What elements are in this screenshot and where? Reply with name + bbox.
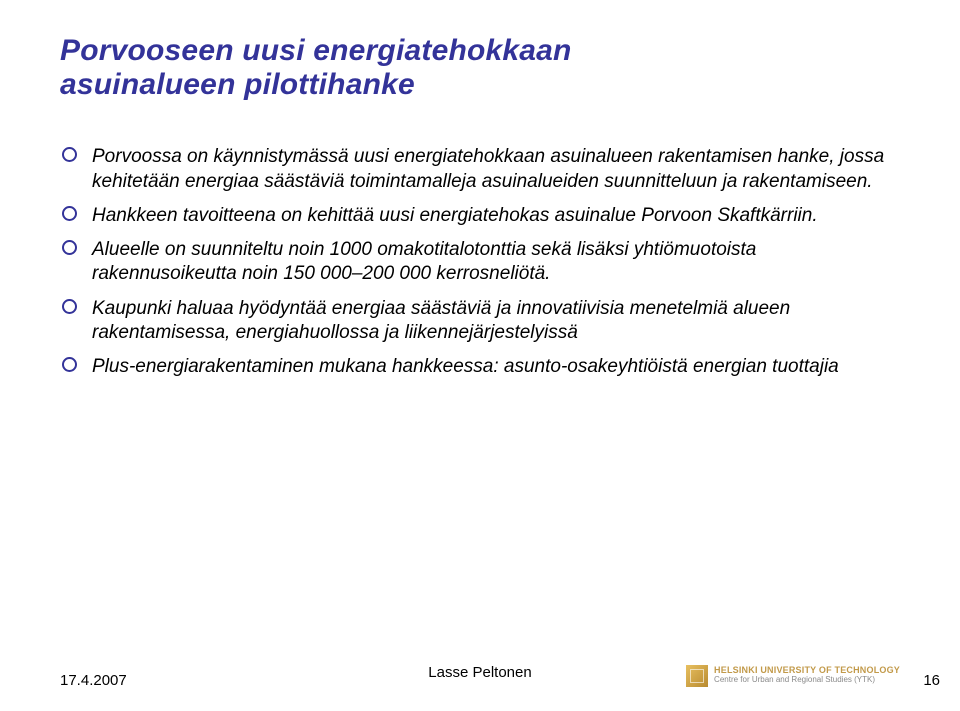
slide: Porvooseen uusi energiatehokkaan asuinal…	[0, 0, 960, 711]
affiliation-line-1: HELSINKI UNIVERSITY OF TECHNOLOGY	[714, 665, 900, 675]
bullet-marker-icon	[62, 206, 77, 221]
footer-date: 17.4.2007	[60, 672, 127, 689]
bullet-item: Plus-energiarakentaminen mukana hankkees…	[92, 355, 900, 379]
bullet-list: Porvoossa on käynnistymässä uusi energia…	[60, 145, 900, 380]
bullet-item: Kaupunki haluaa hyödyntää energiaa sääst…	[92, 297, 900, 346]
title-line-1: Porvooseen uusi energiatehokkaan	[60, 34, 572, 67]
bullet-marker-icon	[62, 147, 77, 162]
bullet-item: Porvoossa on käynnistymässä uusi energia…	[92, 145, 900, 194]
affiliation-line-2: Centre for Urban and Regional Studies (Y…	[714, 675, 900, 684]
bullet-item: Alueelle on suunniteltu noin 1000 omakot…	[92, 238, 900, 287]
footer-page-number: 16	[923, 672, 940, 689]
bullet-text: Kaupunki haluaa hyödyntää energiaa sääst…	[92, 298, 790, 343]
bullet-text: Hankkeen tavoitteena on kehittää uusi en…	[92, 205, 818, 226]
bullet-text: Plus-energiarakentaminen mukana hankkees…	[92, 356, 839, 377]
slide-footer: Lasse Peltonen HELSINKI UNIVERSITY OF TE…	[0, 664, 960, 681]
affiliation-text: HELSINKI UNIVERSITY OF TECHNOLOGY Centre…	[714, 665, 900, 684]
logo-square-icon	[686, 665, 708, 687]
affiliation-logo: HELSINKI UNIVERSITY OF TECHNOLOGY Centre…	[686, 665, 900, 687]
slide-title: Porvooseen uusi energiatehokkaan asuinal…	[60, 34, 900, 101]
title-line-2: asuinalueen pilottihanke	[60, 68, 415, 101]
bullet-marker-icon	[62, 240, 77, 255]
bullet-text: Alueelle on suunniteltu noin 1000 omakot…	[92, 239, 756, 284]
bullet-text: Porvoossa on käynnistymässä uusi energia…	[92, 146, 884, 191]
bullet-marker-icon	[62, 299, 77, 314]
bullet-marker-icon	[62, 357, 77, 372]
bullet-item: Hankkeen tavoitteena on kehittää uusi en…	[92, 204, 900, 228]
